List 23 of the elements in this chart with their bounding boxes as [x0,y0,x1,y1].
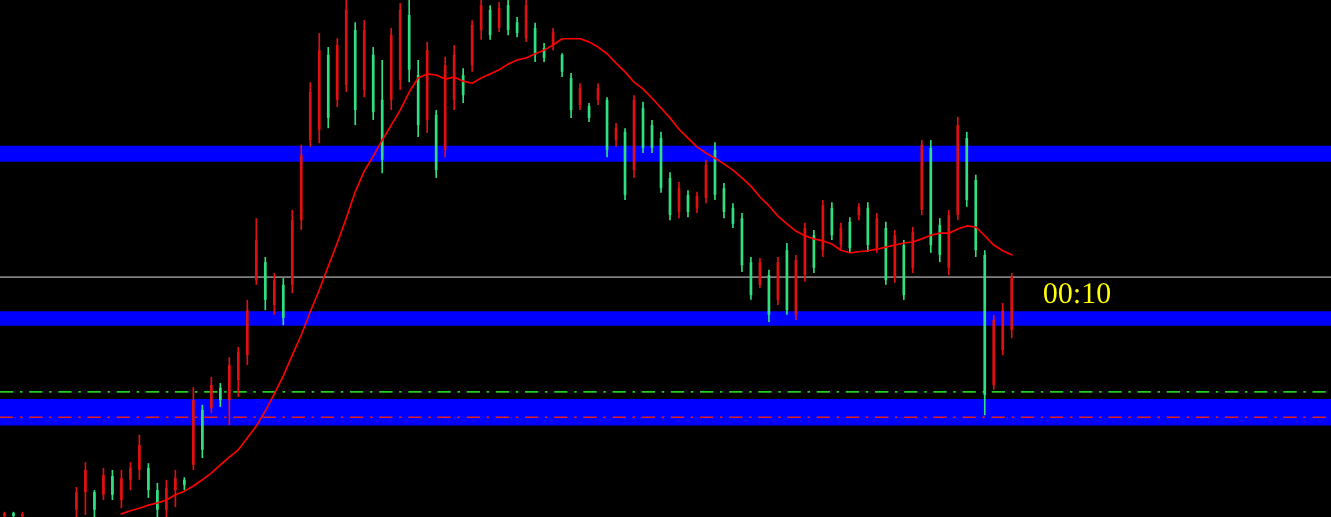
candlestick [165,478,168,517]
candlestick [147,462,150,499]
candlestick [102,467,105,501]
candlestick [84,461,87,516]
candlestick [75,486,78,517]
candlestick [3,510,6,517]
candlestick [192,386,195,471]
candlestick [209,376,213,414]
annotation: 00:10 [1043,283,1111,304]
candlestick [138,433,141,481]
candlestick [120,469,123,510]
candlestick [21,510,24,517]
candlestick [201,403,204,459]
candlestick [12,510,15,517]
candlestick [218,382,222,408]
candlestick [93,489,96,517]
candlestick [111,469,114,501]
candlestick [174,469,177,509]
candlestick [156,482,159,517]
candlestick [461,67,465,104]
candlestick [129,461,132,491]
candlestick [227,356,231,426]
candlestick [183,476,186,491]
